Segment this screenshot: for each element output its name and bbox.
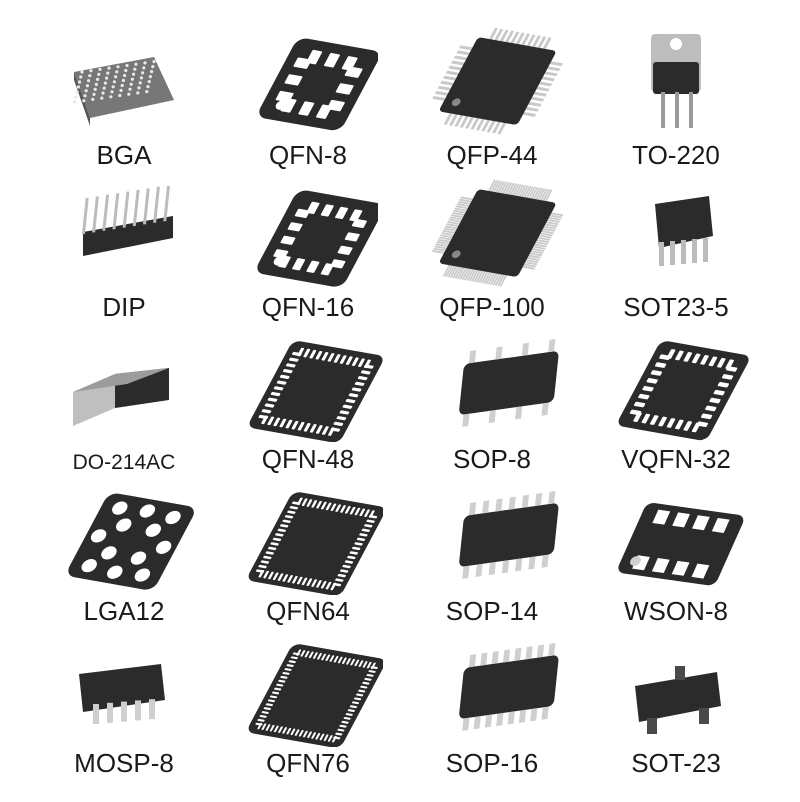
package-label: QFN64 — [266, 597, 350, 626]
package-cell: SOT23-5 — [586, 174, 766, 322]
package-label: MOSP-8 — [74, 749, 174, 778]
package-cell: SOP-14 — [402, 478, 582, 626]
package-label: QFN76 — [266, 749, 350, 778]
qfn48-icon — [218, 326, 398, 445]
package-label: QFP-44 — [446, 141, 537, 170]
package-label: DO-214AC — [73, 451, 176, 474]
package-label: QFN-48 — [262, 445, 354, 474]
package-label: LGA12 — [84, 597, 165, 626]
package-cell: VQFN-32 — [586, 326, 766, 474]
sop8-icon — [402, 326, 582, 445]
bga-icon — [34, 22, 214, 141]
package-cell: QFN64 — [218, 478, 398, 626]
vqfn32-icon — [586, 326, 766, 445]
sot23-icon — [586, 630, 766, 749]
package-label: WSON-8 — [624, 597, 728, 626]
package-cell: QFN-16 — [218, 174, 398, 322]
package-label: VQFN-32 — [621, 445, 731, 474]
package-label: TO-220 — [632, 141, 720, 170]
to220-icon — [586, 22, 766, 141]
package-label: DIP — [102, 293, 145, 322]
package-cell: SOT-23 — [586, 630, 766, 778]
qfp100-icon — [402, 173, 582, 293]
package-cell: TO-220 — [586, 22, 766, 170]
package-cell: SOP-16 — [402, 630, 582, 778]
package-label: SOP-14 — [446, 597, 539, 626]
package-label: SOP-8 — [453, 445, 531, 474]
package-cell: MOSP-8 — [34, 630, 214, 778]
package-cell: QFN-8 — [218, 22, 398, 170]
package-cell: LGA12 — [34, 478, 214, 626]
package-grid: BGA QFN-8 QFP-44 TO-220 DIP QFN-16 QFP-100 SOT2… — [0, 0, 800, 802]
package-label: SOT23-5 — [623, 293, 729, 322]
package-cell: QFN-48 — [218, 326, 398, 474]
package-cell: DIP — [34, 174, 214, 322]
package-cell: QFN76 — [218, 630, 398, 778]
package-cell: WSON-8 — [586, 478, 766, 626]
qfn16-icon — [218, 174, 398, 293]
package-label: QFN-16 — [262, 293, 354, 322]
qfn76-icon — [218, 630, 398, 749]
qfp44-icon — [402, 21, 582, 141]
package-cell: BGA — [34, 22, 214, 170]
package-cell: QFP-100 — [402, 174, 582, 322]
mosp8-icon — [34, 630, 214, 749]
package-cell: SOP-8 — [402, 326, 582, 474]
package-label: SOT-23 — [631, 749, 721, 778]
package-label: BGA — [97, 141, 152, 170]
qfn64-icon — [218, 478, 398, 597]
package-label: QFP-100 — [439, 293, 545, 322]
sop14-icon — [402, 478, 582, 597]
dip-icon — [34, 174, 214, 293]
sot235-icon — [586, 174, 766, 293]
qfn8-icon — [218, 22, 398, 141]
wson8-icon — [586, 478, 766, 597]
package-label: QFN-8 — [269, 141, 347, 170]
package-cell: DO-214AC — [34, 326, 214, 474]
do214-icon — [34, 326, 214, 451]
package-label: SOP-16 — [446, 749, 539, 778]
lga12-icon — [34, 478, 214, 597]
package-cell: QFP-44 — [402, 22, 582, 170]
sop16-icon — [402, 630, 582, 749]
